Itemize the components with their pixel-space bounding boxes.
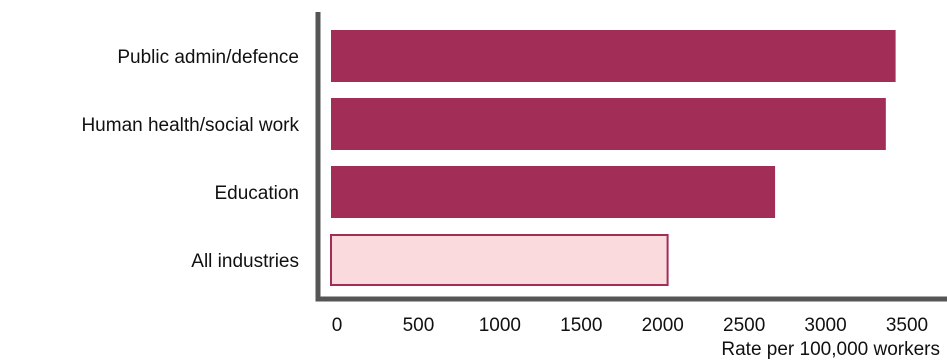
x-tick-label: 1500 [560,315,602,336]
x-tick-label: 3000 [804,315,846,336]
bars-group [330,30,896,286]
category-labels: Public admin/defence Human health/social … [81,47,299,272]
x-axis-title: Rate per 100,000 workers [721,339,940,360]
x-tick-label: 500 [403,315,435,336]
bar [331,30,896,82]
category-label: Human health/social work [81,115,299,136]
x-tick-label: 2500 [723,315,765,336]
x-tick-label: 3500 [886,315,928,336]
category-label: Education [214,183,299,204]
x-tick-labels: 0 500 1000 1500 2000 2500 3000 3500 [332,315,928,336]
category-label: All industries [191,251,299,272]
bar [331,98,886,150]
x-tick-label: 0 [332,315,343,336]
category-label: Public admin/defence [117,47,299,68]
bar-all-industries [330,234,669,286]
x-tick-label: 2000 [642,315,684,336]
x-tick-label: 1000 [479,315,521,336]
bar [331,166,776,218]
